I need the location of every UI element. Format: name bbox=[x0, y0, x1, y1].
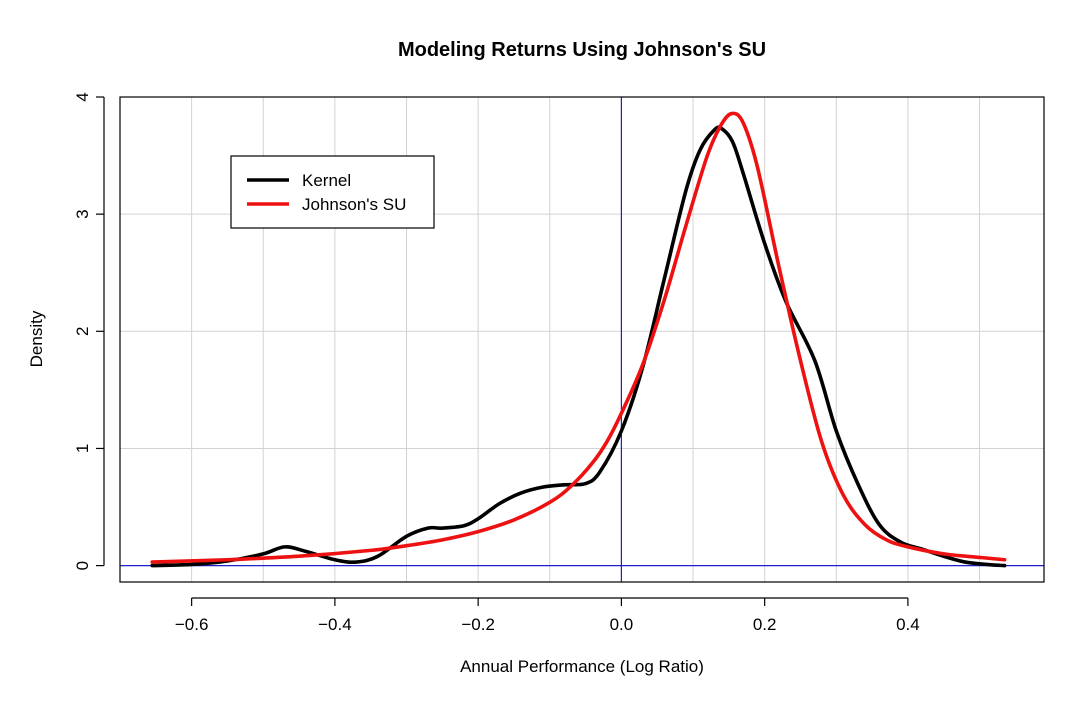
y-axis: 0 1 2 3 4 bbox=[73, 92, 105, 570]
x-tick-label: 0.4 bbox=[896, 615, 920, 634]
y-tick-label: 3 bbox=[73, 209, 92, 218]
series-line-kernel bbox=[150, 125, 1007, 568]
series-line-johnsons-su bbox=[150, 111, 1007, 564]
x-tick-label: −0.6 bbox=[175, 615, 209, 634]
y-tick-label: 0 bbox=[73, 561, 92, 570]
y-tick-label: 1 bbox=[73, 444, 92, 453]
series-lines bbox=[150, 111, 1007, 568]
x-axis: −0.6 −0.4 −0.2 0.0 0.2 0.4 bbox=[175, 597, 920, 634]
legend-label: Kernel bbox=[302, 171, 351, 190]
x-tick-label: −0.4 bbox=[318, 615, 352, 634]
x-tick-label: 0.2 bbox=[753, 615, 777, 634]
x-tick-label: 0.0 bbox=[610, 615, 634, 634]
y-tick-label: 2 bbox=[73, 327, 92, 336]
x-tick-label: −0.2 bbox=[461, 615, 495, 634]
legend-label: Johnson's SU bbox=[302, 195, 406, 214]
legend-box bbox=[230, 155, 435, 229]
chart-title: Modeling Returns Using Johnson's SU bbox=[398, 39, 766, 61]
y-tick-label: 4 bbox=[73, 92, 92, 101]
reference-lines bbox=[120, 97, 1044, 582]
legend: Kernel Johnson's SU bbox=[230, 155, 435, 229]
x-axis-label: Annual Performance (Log Ratio) bbox=[460, 657, 704, 676]
plot-frame bbox=[119, 96, 1045, 583]
y-axis-label: Density bbox=[27, 310, 46, 367]
